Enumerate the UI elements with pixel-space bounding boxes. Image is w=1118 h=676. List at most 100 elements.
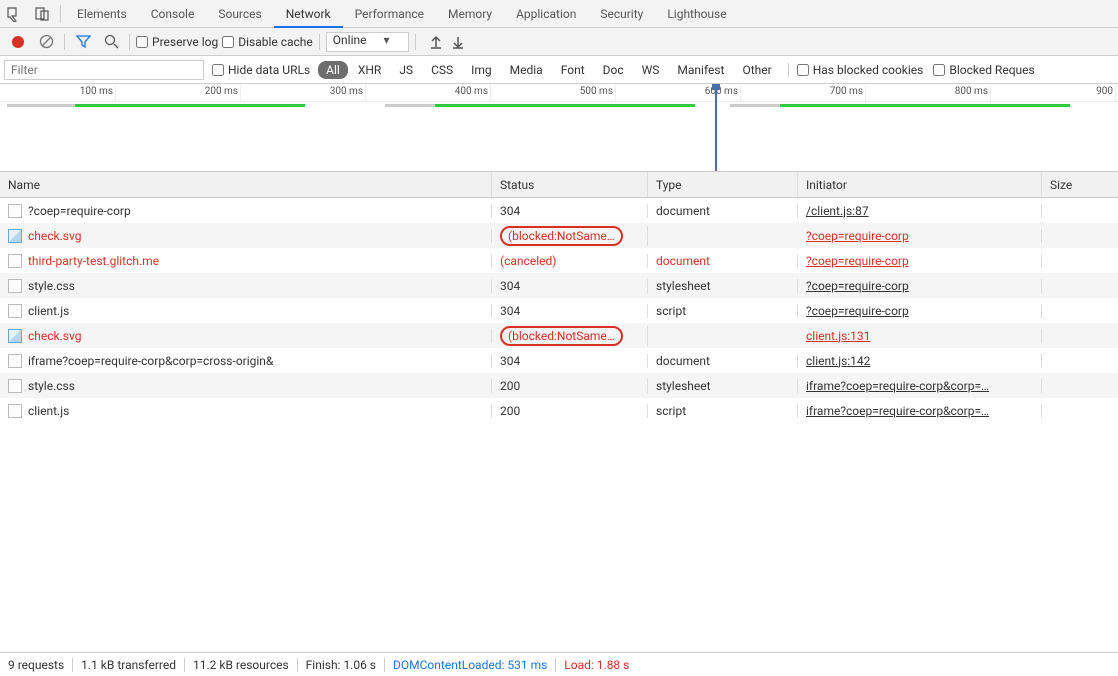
has-blocked-cookies-checkbox[interactable]: Has blocked cookies: [797, 63, 924, 77]
filter-type-all[interactable]: All: [318, 61, 348, 79]
filter-type-xhr[interactable]: XHR: [350, 61, 389, 79]
chevron-down-icon: ▾: [383, 33, 389, 47]
filter-type-manifest[interactable]: Manifest: [669, 61, 732, 79]
devtools-tabbar: ElementsConsoleSourcesNetworkPerformance…: [0, 0, 1118, 28]
separator: [129, 34, 130, 50]
table-row[interactable]: check.svg (blocked:NotSame… ?coep=require-…: [0, 223, 1118, 248]
tab-lighthouse[interactable]: Lighthouse: [655, 0, 738, 28]
column-header-type[interactable]: Type: [648, 172, 798, 197]
network-toolbar: Preserve log Disable cache Online ▾: [0, 28, 1118, 56]
download-har-icon[interactable]: [452, 35, 464, 49]
filter-type-media[interactable]: Media: [502, 61, 551, 79]
type-value: script: [656, 404, 686, 418]
cell-type: document: [648, 204, 798, 218]
initiator-link[interactable]: iframe?coep=require-corp&corp=…: [806, 379, 989, 393]
filter-type-css[interactable]: CSS: [423, 61, 461, 79]
filter-type-img[interactable]: Img: [463, 61, 500, 79]
cell-name: check.svg: [0, 229, 492, 243]
throttling-select[interactable]: Online ▾: [326, 32, 409, 52]
column-header-initiator[interactable]: Initiator: [798, 172, 1042, 197]
cell-status: (blocked:NotSame…: [492, 226, 648, 246]
cell-initiator: /client.js:87: [798, 204, 1042, 218]
request-name: client.js: [28, 304, 69, 318]
cell-name: client.js: [0, 304, 492, 318]
type-value: document: [656, 354, 710, 368]
tab-memory[interactable]: Memory: [436, 0, 504, 28]
inspect-icon[interactable]: [0, 0, 28, 28]
initiator-link[interactable]: ?coep=require-corp: [806, 279, 909, 293]
tab-performance[interactable]: Performance: [343, 0, 436, 28]
tick-line: [1115, 84, 1116, 101]
table-row[interactable]: third-party-test.glitch.me(canceled) docu…: [0, 248, 1118, 273]
cell-initiator: ?coep=require-corp: [798, 279, 1042, 293]
table-row[interactable]: iframe?coep=require-corp&corp=cross-orig…: [0, 348, 1118, 373]
tick-label: 500 ms: [580, 86, 615, 97]
cell-status: (canceled): [492, 254, 648, 268]
separator: [64, 34, 65, 50]
filter-type-doc[interactable]: Doc: [595, 61, 632, 79]
initiator-link[interactable]: client.js:131: [806, 329, 870, 343]
tick-line: [490, 84, 491, 101]
timeline-overview[interactable]: 100 ms200 ms300 ms400 ms500 ms600 ms700 …: [0, 84, 1118, 172]
tab-sources[interactable]: Sources: [206, 0, 273, 28]
table-row[interactable]: client.js304script?coep=require-corp: [0, 298, 1118, 323]
column-header-name[interactable]: Name: [0, 172, 492, 197]
preserve-log-label: Preserve log: [152, 35, 218, 49]
timeline-handle[interactable]: [715, 84, 717, 171]
cell-name: third-party-test.glitch.me: [0, 254, 492, 268]
type-value: document: [656, 204, 710, 218]
disable-cache-checkbox[interactable]: Disable cache: [222, 35, 313, 49]
blocked-requests-label: Blocked Reques: [949, 63, 1034, 77]
request-name: check.svg: [28, 229, 81, 243]
initiator-link[interactable]: ?coep=require-corp: [806, 304, 909, 318]
table-row[interactable]: ?coep=require-corp304document/client.js:…: [0, 198, 1118, 223]
tab-console[interactable]: Console: [139, 0, 207, 28]
preserve-log-checkbox[interactable]: Preserve log: [136, 35, 218, 49]
initiator-link[interactable]: client.js:142: [806, 354, 870, 368]
filter-type-font[interactable]: Font: [553, 61, 593, 79]
document-file-icon: [8, 204, 22, 218]
tab-network[interactable]: Network: [274, 0, 343, 28]
document-file-icon: [8, 379, 22, 393]
tick-label: 100 ms: [80, 86, 115, 97]
separator: [555, 658, 556, 672]
separator: [60, 5, 61, 23]
cell-initiator: ?coep=require-corp: [798, 254, 1042, 268]
column-header-size[interactable]: Size: [1042, 172, 1118, 197]
initiator-link[interactable]: ?coep=require-corp: [806, 229, 909, 243]
tab-application[interactable]: Application: [504, 0, 588, 28]
initiator-link[interactable]: iframe?coep=require-corp&corp=…: [806, 404, 989, 418]
hide-data-urls-checkbox[interactable]: Hide data URLs: [212, 63, 310, 77]
filter-toggle-icon[interactable]: [71, 30, 95, 54]
upload-har-icon[interactable]: [430, 35, 442, 49]
tab-elements[interactable]: Elements: [65, 0, 139, 28]
filter-type-other[interactable]: Other: [734, 61, 779, 79]
table-row[interactable]: check.svg(blocked:NotSame…client.js:131: [0, 323, 1118, 348]
table-row[interactable]: client.js200scriptiframe?coep=require-co…: [0, 398, 1118, 423]
time-ruler: 100 ms200 ms300 ms400 ms500 ms600 ms700 …: [0, 84, 1118, 102]
initiator-link[interactable]: /client.js:87: [806, 204, 869, 218]
type-value: stylesheet: [656, 379, 711, 393]
filter-type-ws[interactable]: WS: [634, 61, 668, 79]
filter-input[interactable]: [4, 60, 204, 80]
cell-type: document: [648, 354, 798, 368]
footer-transferred: 1.1 kB transferred: [81, 658, 176, 672]
table-row[interactable]: style.css200stylesheetiframe?coep=requir…: [0, 373, 1118, 398]
status-value: (blocked:NotSame…: [500, 226, 623, 246]
blocked-requests-checkbox[interactable]: Blocked Reques: [933, 63, 1034, 77]
filter-type-js[interactable]: JS: [391, 61, 421, 79]
cell-status: 200: [492, 379, 648, 393]
tick-label: 600 ms: [705, 86, 740, 97]
initiator-link[interactable]: ?coep=require-corp: [806, 254, 909, 268]
disable-cache-label: Disable cache: [238, 35, 313, 49]
table-row[interactable]: style.css304stylesheet?coep=require-corp: [0, 273, 1118, 298]
type-value: document: [656, 254, 710, 268]
clear-button[interactable]: [34, 30, 58, 54]
column-header-status[interactable]: Status: [492, 172, 648, 197]
record-button[interactable]: [6, 30, 30, 54]
device-toggle-icon[interactable]: [28, 0, 56, 28]
tab-security[interactable]: Security: [588, 0, 655, 28]
waterfall-segment: [435, 104, 695, 107]
search-icon[interactable]: [99, 30, 123, 54]
separator: [788, 63, 789, 77]
